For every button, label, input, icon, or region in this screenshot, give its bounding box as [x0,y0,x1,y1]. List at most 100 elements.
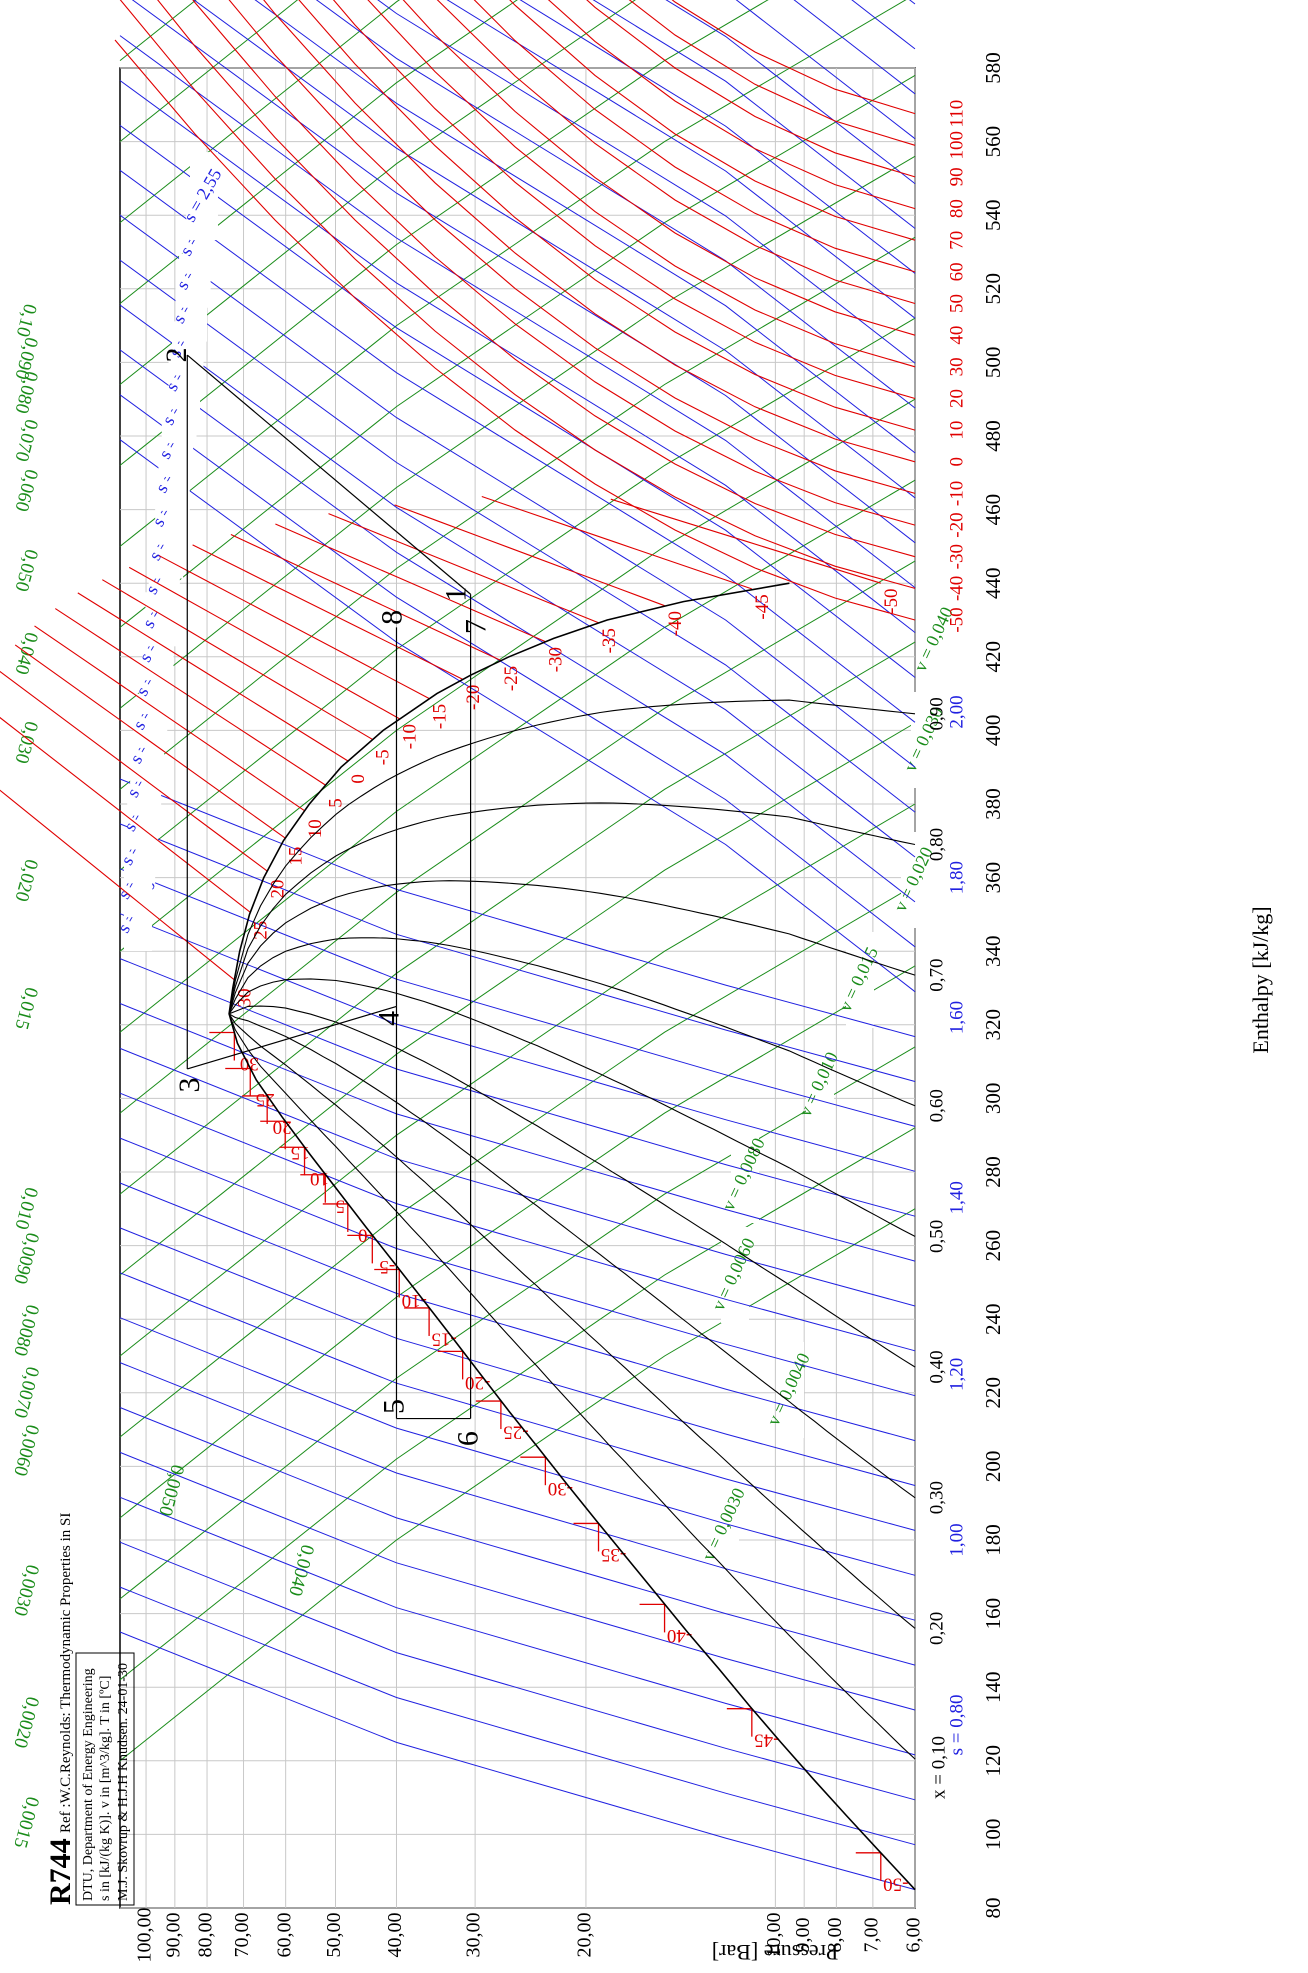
x-tick-label: 300 [981,1083,1005,1115]
temp-liquid-label: -40 [667,1625,692,1646]
volume-top-label: 0,060 [10,467,41,514]
quality-label: 0,60 [926,1089,947,1122]
cycle-point-label-6: 6 [451,1431,484,1446]
quality-label: 0,40 [926,1350,947,1383]
temp-right-label: -10 [946,481,967,506]
temp-right-label: 110 [946,100,967,128]
x-tick-label: 580 [981,52,1005,84]
volume-top-label: 0,0090 [9,1230,43,1286]
temp-vapor-label: -45 [752,594,773,619]
entropy-bottom-label: 1,40 [946,1181,967,1214]
x-tick-label: 140 [981,1671,1005,1703]
quality-label: 0,70 [926,958,947,991]
y-tick-label: 50,00 [323,1913,345,1958]
volume-line [120,0,915,61]
cycle-point-label-3: 3 [173,1077,206,1092]
cycle-point-label-8: 8 [375,610,408,625]
volume-top-label: 0,020 [10,857,41,904]
x-tick-label: 500 [981,347,1005,379]
temp-right-label: 70 [946,231,967,250]
entropy-bottom-label: s = 0,80 [946,1695,967,1756]
quality-label: 0,50 [926,1220,947,1253]
x-tick-label: 240 [981,1303,1005,1335]
x-tick-label: 180 [981,1524,1005,1556]
entropy-bottom-label: 1,00 [946,1523,967,1556]
x-tick-label: 420 [981,641,1005,673]
temp-vapor-label: -40 [665,611,686,636]
x-tick-label: 360 [981,862,1005,894]
cycle-point-label-1: 1 [439,587,472,602]
temp-right-label: 100 [946,131,967,160]
entropy-bottom-label: 1,60 [946,1001,967,1034]
temp-right-label: -20 [946,512,967,537]
y-tick-label: 40,00 [384,1913,406,1958]
quality-label: x = 0,10 [928,1736,949,1799]
temp-liquid-label: -45 [754,1729,779,1750]
y-tick-label: 80,00 [195,1913,217,1958]
y-axis-label: Pressure [Bar] [712,1940,838,1965]
temp-vapor-label: -50 [881,589,902,614]
quality-label: 0,30 [926,1481,947,1514]
x-tick-label: 560 [981,126,1005,158]
temp-vapor-label: -15 [429,704,450,729]
temp-right-label: -40 [946,576,967,601]
cycle-point-label-5: 5 [377,1399,410,1414]
volume-top-label: 0,0020 [9,1694,43,1750]
x-tick-label: 100 [981,1819,1005,1851]
temp-vapor-label: -30 [546,647,567,672]
temp-liquid-label: -50 [883,1873,908,1894]
temp-liquid-label: -35 [601,1544,626,1565]
chart-subtitle: Ref :W.C.Reynolds: Thermodynamic Propert… [58,1513,74,1833]
y-tick-label: 100,00 [134,1908,156,1963]
x-tick-label: 400 [981,715,1005,747]
volume-top-label: 0,015 [10,985,41,1032]
volume-top-label: 0,0015 [9,1794,43,1850]
temp-right-label: -50 [946,607,967,632]
volume-top-label: 0,030 [10,719,41,766]
x-axis-label: Enthalpy [kJ/kg] [1248,906,1273,1053]
y-tick-label: 6,00 [903,1918,925,1953]
x-tick-label: 220 [981,1377,1005,1409]
temp-right-label: 30 [946,357,967,376]
temp-right-label: 60 [946,262,967,281]
x-tick-label: 200 [981,1451,1005,1483]
info-line-2: s in [kJ/(kg K)]. v in [m^3/kg]. T in [º… [98,1676,113,1901]
temp-vapor-label: -5 [373,749,394,765]
x-tick-label: 440 [981,567,1005,599]
entropy-bottom-label: 1,20 [946,1358,967,1391]
temp-right-label: 80 [946,199,967,218]
temp-vapor-label: -25 [501,666,522,691]
chart-title: R744 [44,1838,77,1905]
x-tick-label: 380 [981,788,1005,820]
volume-top-label: 0,050 [10,547,41,594]
quality-label: 0,20 [926,1612,947,1645]
cycle-point-label-7: 7 [459,619,492,634]
temp-vapor-label: 25 [251,921,272,940]
temp-liquid-label: -5 [379,1256,395,1277]
x-tick-label: 480 [981,420,1005,452]
y-tick-label: 20,00 [574,1913,596,1958]
temp-right-label: 0 [946,457,967,467]
x-tick-label: 320 [981,1009,1005,1041]
x-tick-label: 340 [981,935,1005,967]
x-tick-label: 280 [981,1156,1005,1188]
temp-liquid-label: 15 [291,1142,310,1163]
x-tick-label: 160 [981,1598,1005,1630]
temp-vapor-label: 5 [326,798,347,808]
temp-vapor-label: 10 [305,819,326,838]
y-tick-label: 30,00 [463,1913,485,1958]
x-tick-label: 120 [981,1745,1005,1777]
y-tick-label: 70,00 [231,1913,253,1958]
volume-top-label: 0,0030 [9,1562,43,1618]
x-tick-label: 520 [981,273,1005,305]
temp-right-label: -30 [946,544,967,569]
cycle-point-label-2: 2 [160,348,193,363]
volume-top-label: 0,0060 [9,1422,43,1478]
temp-right-label: 50 [946,294,967,313]
volume-top-label: 0,0080 [9,1302,43,1358]
y-tick-label: 7,00 [860,1918,882,1953]
entropy-bottom-label: 2,00 [946,695,967,728]
y-tick-label: 90,00 [162,1913,184,1958]
quality-label: 0,90 [926,697,947,730]
